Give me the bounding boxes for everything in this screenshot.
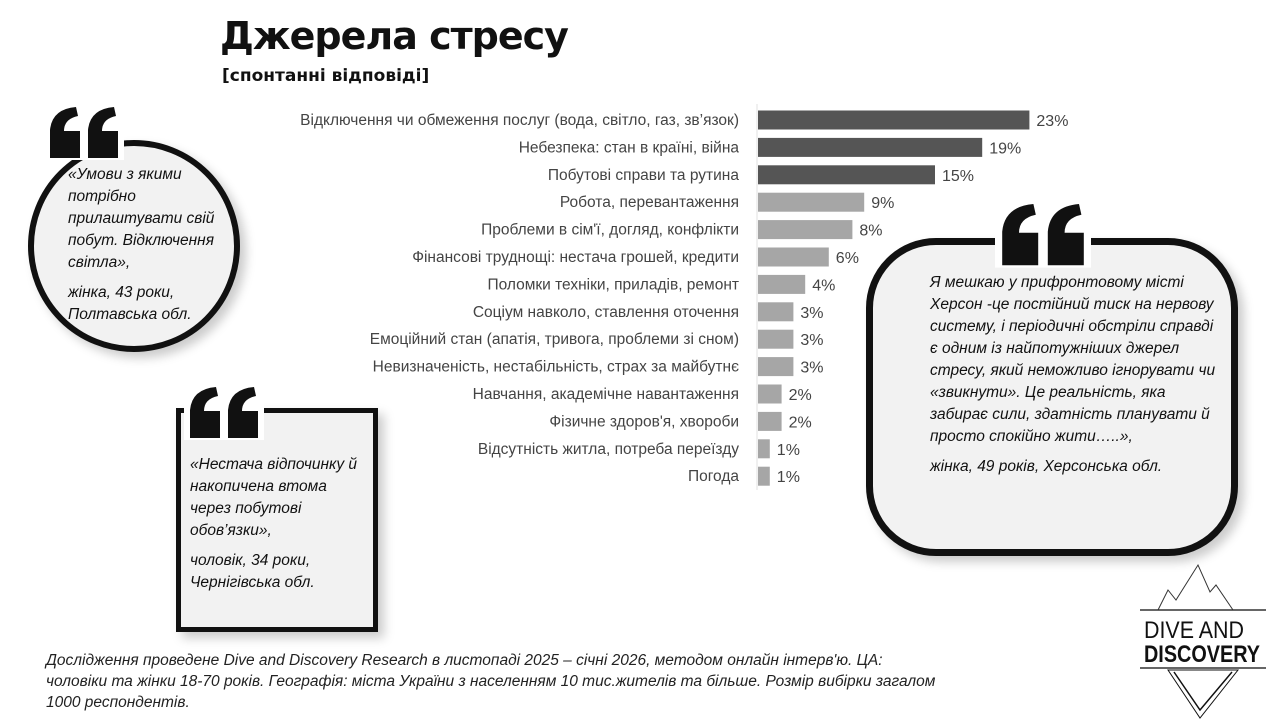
quote-3: Я мешкаю у прифронтовому місті Херсон -ц… — [930, 272, 1220, 486]
quote-square — [176, 408, 378, 632]
logo-line2: DISCOVERY — [1144, 641, 1260, 668]
bar — [758, 411, 782, 431]
category-label: Фінансові труднощі: нестача грошей, кред… — [412, 249, 739, 266]
data-label: 3% — [800, 332, 823, 349]
bar — [758, 302, 794, 322]
data-label: 6% — [836, 250, 859, 267]
quote-2: «Нестача відпочинку й накопичена втома ч… — [190, 454, 370, 602]
data-label: 1% — [777, 469, 800, 486]
logo-line1: DIVE AND — [1144, 617, 1244, 644]
chart-subtitle: [спонтанні відповіді] — [222, 66, 430, 86]
bar — [758, 165, 935, 185]
category-label: Погода — [688, 468, 739, 485]
data-label: 1% — [777, 442, 800, 459]
category-label: Побутові справи та рутина — [548, 167, 740, 184]
bar — [758, 192, 865, 212]
data-label: 2% — [789, 414, 812, 431]
bar — [758, 274, 806, 294]
quote-1: «Умови з якими потрібно прилаштувати сві… — [68, 164, 253, 334]
quote-mark-icon: “ — [184, 384, 264, 440]
bar — [758, 329, 794, 349]
quote-2-author: чоловік, 34 роки, Чернігівська обл. — [190, 552, 315, 591]
quote-1-text: «Умови з якими потрібно прилаштувати сві… — [68, 166, 215, 271]
quote-3-author: жінка, 49 років, Херсонська обл. — [930, 458, 1163, 475]
bar — [758, 137, 983, 157]
data-label: 3% — [800, 305, 823, 322]
category-label: Соціум навколо, ставлення оточення — [473, 304, 739, 321]
data-label: 19% — [989, 140, 1021, 157]
quote-mark-icon: “ — [995, 200, 1091, 268]
chart-title: Джерела стресу — [220, 14, 569, 58]
data-label: 9% — [871, 195, 894, 212]
bar — [758, 247, 829, 267]
bar — [758, 110, 1030, 130]
bar — [758, 466, 770, 486]
quote-3-text: Я мешкаю у прифронтовому місті Херсон -ц… — [930, 274, 1216, 445]
category-label: Небезпека: стан в країні, війна — [519, 139, 740, 156]
company-logo: DIVE AND DISCOVERY — [1140, 563, 1266, 719]
data-label: 23% — [1036, 113, 1068, 130]
data-label: 2% — [789, 387, 812, 404]
category-label: Робота, перевантаження — [560, 194, 739, 211]
quote-2-text: «Нестача відпочинку й накопичена втома ч… — [190, 456, 358, 539]
category-label: Відключення чи обмеження послуг (вода, с… — [300, 112, 739, 129]
bar-chart: Відключення чи обмеження послуг (вода, с… — [300, 104, 1068, 490]
category-label: Навчання, академічне навантаження — [473, 386, 739, 403]
bar — [758, 439, 770, 459]
bar — [758, 220, 853, 240]
category-label: Невизначеність, нестабільність, страх за… — [373, 359, 739, 376]
category-label: Поломки техніки, приладів, ремонт — [487, 276, 739, 293]
data-label: 3% — [800, 360, 823, 377]
category-label: Відсутність житла, потреба переїзду — [478, 441, 739, 458]
data-label: 15% — [942, 168, 974, 185]
data-label: 4% — [812, 277, 835, 294]
quote-circle — [28, 140, 240, 352]
bar — [758, 357, 794, 377]
footnote: Дослідження проведене Dive and Discovery… — [46, 652, 936, 711]
category-label: Емоційний стан (апатія, тривога, проблем… — [370, 331, 739, 348]
quote-mark-icon: “ — [44, 104, 124, 160]
category-label: Проблеми в сім'ї, догляд, конфлікти — [481, 222, 739, 239]
data-label: 8% — [859, 223, 882, 240]
category-label: Фізичне здоров'я, хвороби — [549, 413, 739, 430]
quote-1-author: жінка, 43 роки, Полтавська обл. — [68, 284, 192, 323]
bar — [758, 384, 782, 404]
